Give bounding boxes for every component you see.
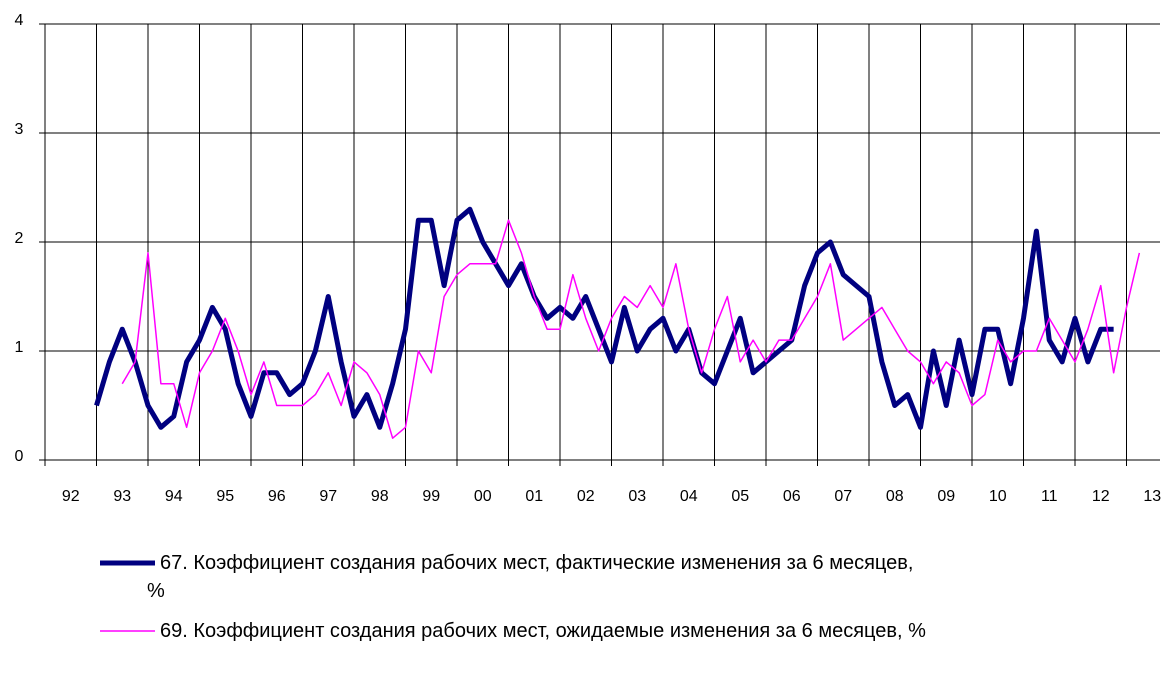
y-tick-label: 3 (15, 121, 24, 138)
x-tick-label: 06 (783, 488, 801, 505)
x-tick-label: 98 (371, 488, 389, 505)
x-tick-label: 09 (937, 488, 955, 505)
series-line (94, 206, 1114, 430)
x-tick-label: 04 (680, 488, 698, 505)
x-tick-label: 94 (165, 488, 183, 505)
x-tick-label: 92 (62, 488, 80, 505)
x-tick-label: 01 (525, 488, 543, 505)
x-tick-label: 95 (216, 488, 234, 505)
x-tick-label: 05 (731, 488, 749, 505)
x-tick-label: 93 (113, 488, 131, 505)
x-tick-label: 00 (474, 488, 492, 505)
legend-label: 69. Коэффициент создания рабочих мест, о… (160, 620, 926, 642)
y-tick-label: 2 (15, 230, 24, 247)
x-tick-label: 97 (319, 488, 337, 505)
x-tick-label: 03 (628, 488, 646, 505)
x-tick-label: 07 (834, 488, 852, 505)
x-tick-label: 96 (268, 488, 286, 505)
x-tick-label: 08 (886, 488, 904, 505)
x-tick-label: 10 (989, 488, 1007, 505)
x-tick-label: 99 (422, 488, 440, 505)
y-tick-label: 4 (15, 12, 24, 29)
y-tick-label: 1 (15, 339, 24, 356)
x-tick-label: 02 (577, 488, 595, 505)
x-tick-label: 11 (1041, 488, 1058, 505)
legend-label: 67. Коэффициент создания рабочих мест, ф… (147, 552, 914, 602)
x-tick-label: 13 (1143, 488, 1161, 505)
series-line (121, 219, 1141, 439)
x-tick-label: 12 (1092, 488, 1110, 505)
y-tick-label: 0 (15, 448, 24, 465)
